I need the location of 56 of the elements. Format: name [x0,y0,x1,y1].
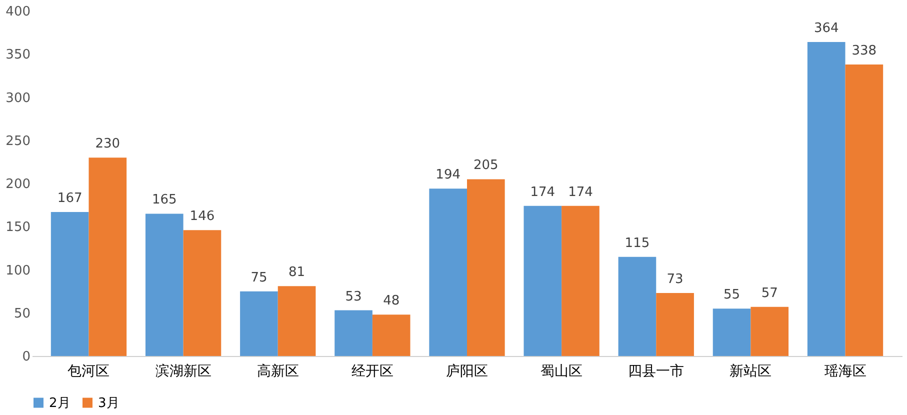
y-tick-label: 300 [6,90,30,106]
data-label: 53 [345,289,362,304]
bar [618,256,656,356]
data-label: 364 [814,21,839,36]
y-tick-label: 200 [6,177,30,192]
data-label: 75 [250,270,268,286]
data-label: 165 [152,192,177,208]
data-label: 146 [190,209,215,224]
data-label: 48 [383,294,400,309]
x-tick-label: 高新区 [256,364,299,380]
bar [334,310,372,356]
bar [750,306,789,356]
y-tick-label: 350 [6,48,30,63]
bar [845,64,884,356]
bar [807,42,846,356]
x-tick-label: 蜀山区 [540,364,583,380]
data-label: 205 [474,158,498,174]
bar [712,308,751,356]
data-label: 230 [95,136,120,152]
legend-label: 2月 [49,396,70,411]
y-tick-label: 250 [6,134,30,149]
bar [145,214,184,356]
data-label: 115 [624,236,650,251]
y-tick-label: 0 [22,350,30,364]
bar [50,212,89,356]
data-label: 167 [57,190,82,206]
data-label: 338 [852,43,877,58]
y-tick-label: 400 [6,4,30,20]
legend-label: 3月 [98,396,120,411]
x-tick-label: 滨湖新区 [155,364,212,380]
y-tick-label: 150 [6,220,30,236]
x-tick-label: 庐阳区 [446,364,488,380]
bar [656,293,694,356]
bar [429,188,467,356]
bar [88,158,127,356]
data-label: 73 [666,272,684,288]
data-label: 194 [436,168,460,183]
bar [524,206,562,356]
x-tick-label: 包河区 [68,364,110,380]
bar [183,230,222,356]
bar [467,179,505,356]
data-label: 174 [530,184,556,200]
bar [562,206,600,356]
data-label: 57 [761,286,778,301]
data-label: 174 [568,184,593,200]
x-tick-label: 四县一市 [628,364,684,380]
data-label: 55 [724,288,740,303]
bar [372,314,410,356]
x-tick-label: 经开区 [351,364,394,380]
y-tick-label: 100 [6,263,30,278]
bar [240,291,278,356]
x-tick-label: 新站区 [730,364,772,380]
y-tick-label: 50 [14,306,30,322]
x-tick-label: 瑶海区 [824,364,866,380]
bar [278,286,316,356]
data-label: 81 [288,265,306,280]
